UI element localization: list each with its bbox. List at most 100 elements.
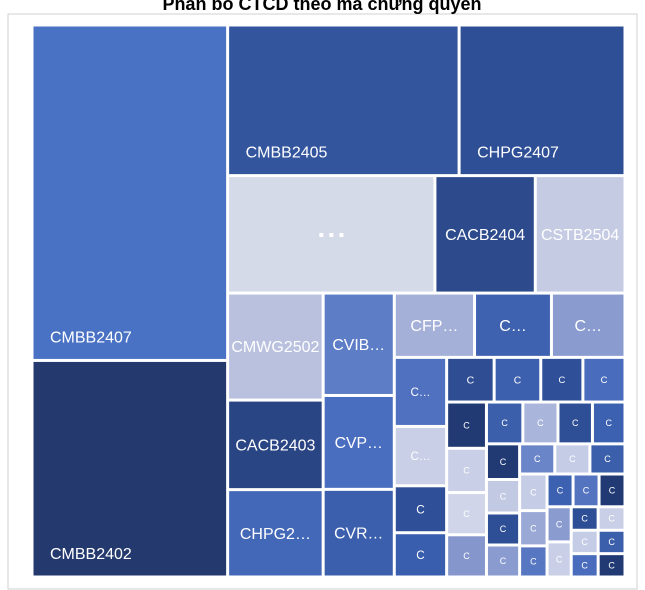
tile-label: C	[604, 454, 611, 464]
tile	[436, 177, 534, 292]
tile-label: CVIB…	[332, 337, 385, 354]
tile	[229, 177, 434, 292]
tile-label: C…	[499, 318, 527, 335]
tile-label: C	[583, 486, 590, 496]
tile	[495, 358, 540, 401]
frame	[7, 13, 638, 590]
tile	[556, 445, 589, 473]
tile-label: C	[463, 420, 470, 430]
tile	[395, 358, 446, 425]
tile-label: C	[581, 560, 588, 570]
tile	[395, 427, 446, 485]
tile-label: C	[416, 549, 424, 562]
tile	[548, 543, 570, 576]
tile-label: C	[463, 551, 470, 561]
tile-label: CVP…	[335, 435, 383, 452]
tile	[229, 294, 322, 399]
tile-label: CACB2403	[235, 437, 315, 454]
tile	[395, 294, 474, 356]
tile	[395, 534, 446, 576]
tile	[521, 512, 546, 545]
tile	[487, 514, 519, 544]
tile	[536, 177, 624, 292]
tile	[448, 403, 485, 447]
tile	[599, 555, 624, 576]
tile-label: C	[514, 375, 522, 386]
tile-label: C	[501, 418, 508, 428]
tile	[324, 294, 393, 394]
tile	[572, 508, 597, 529]
tile	[33, 361, 227, 576]
tile-label: CMWG2502	[231, 339, 319, 356]
tile	[584, 358, 624, 401]
tile	[448, 358, 493, 401]
tile-label: CVR…	[334, 526, 383, 543]
tile-label: C	[500, 524, 507, 534]
tile	[542, 358, 582, 401]
tile	[229, 401, 322, 489]
tile	[33, 26, 227, 359]
tile-label: C	[537, 418, 544, 428]
tile-label: C	[463, 466, 470, 476]
tile	[572, 531, 597, 553]
tile	[593, 403, 624, 443]
tile-label: C	[601, 375, 608, 385]
tile-label: C	[557, 486, 564, 496]
tile	[487, 403, 522, 443]
tile-label: C	[609, 486, 616, 496]
tile-label: C…	[574, 318, 602, 335]
tile-label: C	[558, 375, 565, 385]
tile-label: C	[500, 556, 507, 566]
tile	[572, 555, 597, 576]
tile	[324, 490, 393, 576]
tile	[460, 26, 624, 175]
tile	[521, 445, 554, 473]
tile	[524, 403, 557, 443]
tile	[395, 487, 446, 532]
tile-label: CMBB2407	[50, 329, 132, 346]
tile	[229, 26, 458, 175]
tile	[559, 403, 591, 443]
tile-label: C	[463, 509, 470, 519]
tile-label: C	[608, 560, 615, 570]
tile	[476, 294, 550, 356]
tile-label: ▪ ▪ ▪	[318, 227, 344, 244]
tile	[521, 475, 546, 510]
tile	[552, 294, 624, 356]
tile-label: C	[416, 503, 424, 516]
tile-label: C	[534, 454, 541, 464]
tile	[487, 546, 519, 576]
tile-label: C	[556, 555, 563, 565]
tile-label: CFP…	[410, 318, 458, 335]
tile-label: C	[556, 519, 563, 529]
tile-label: C	[500, 457, 507, 467]
tile-label: CSTB2504	[541, 227, 619, 244]
tile-label: C	[572, 418, 579, 428]
tile	[591, 445, 624, 473]
tile-label: CMBB2402	[50, 546, 132, 563]
tile-label: C	[467, 374, 475, 386]
tile	[521, 547, 546, 576]
tile-label: CACB2404	[445, 227, 525, 244]
tile-label: CHPG2…	[240, 526, 311, 543]
tile-label: C	[569, 454, 576, 464]
tile-label: C…	[410, 450, 430, 463]
tile	[448, 449, 485, 492]
tile	[448, 494, 485, 534]
tile-label: C…	[410, 386, 430, 399]
tile-label: C	[530, 557, 537, 567]
tile	[229, 491, 322, 576]
tile-label: C	[581, 514, 588, 524]
tile-label: C	[605, 418, 612, 428]
tile-label: C	[608, 537, 615, 547]
tile	[487, 480, 519, 512]
tile	[600, 475, 624, 506]
tile-label: C	[500, 491, 507, 501]
tile-label: C	[581, 537, 588, 547]
tile	[574, 475, 598, 506]
tile	[548, 475, 572, 506]
chart-title: Phân bổ CTCD theo mã chứng quyền	[162, 0, 481, 14]
tile	[487, 445, 519, 478]
